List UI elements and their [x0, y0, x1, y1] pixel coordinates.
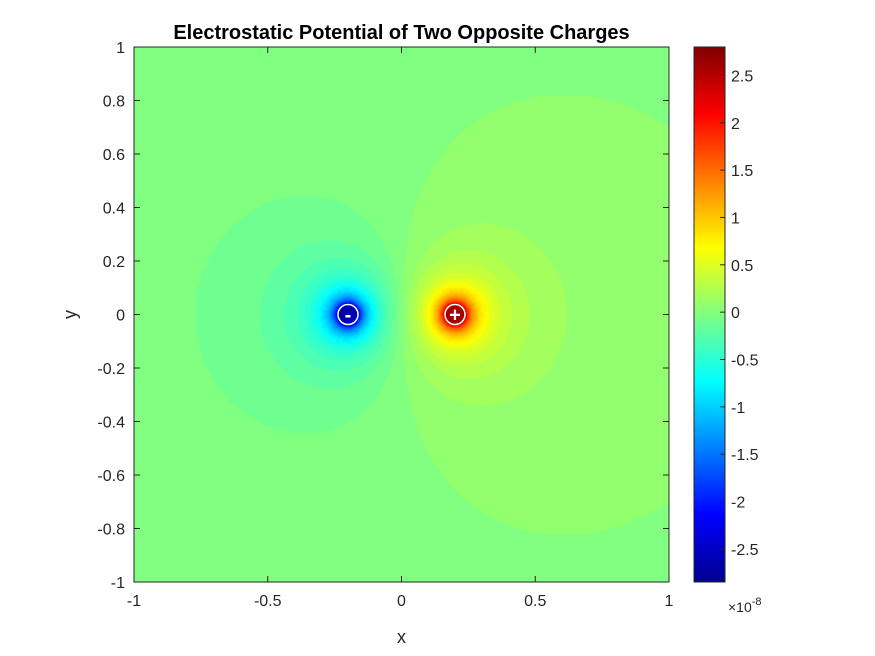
colorbar-tick-label: -1.5	[731, 447, 759, 464]
positive-charge-marker: +	[444, 303, 466, 327]
colorbar-exponent-power: -8	[752, 596, 762, 608]
colorbar: 2.5 2 1.5 1 0.5 0 -0.5 -1 -1.5 -2 -2.5 ×10-8	[693, 46, 762, 615]
x-tick-label: 0.5	[524, 593, 546, 610]
y-axis-label: y	[60, 310, 80, 319]
charge-circle	[444, 303, 466, 326]
x-tick-label: 1	[665, 593, 674, 610]
y-tick-label: -0.4	[97, 415, 125, 432]
colorbar-exponent-base: ×10	[728, 599, 752, 615]
colorbar-tick-label: -1	[731, 400, 745, 417]
colorbar-exponent: ×10-8	[728, 596, 762, 615]
colorbar-tick-label: 1	[731, 210, 740, 227]
y-tick-label: -1	[111, 575, 125, 592]
y-axis-ticks: 1 0.8 0.6 0.4 0.2 0 -0.2 -0.4 -0.6 -0.8 -1	[97, 40, 669, 592]
charge-circle	[337, 303, 359, 326]
y-tick-label: 0.2	[103, 254, 125, 271]
y-tick-label: -0.8	[97, 522, 125, 539]
colorbar-tick-label: 0	[731, 305, 740, 322]
colorbar-gradient	[693, 46, 726, 583]
plot-area: - +	[133, 46, 670, 583]
colorbar-tick-label: -2.5	[731, 542, 759, 559]
x-tick-label: -1	[127, 593, 141, 610]
x-axis-label: x	[397, 627, 406, 647]
y-tick-label: 0.8	[103, 94, 125, 111]
y-tick-label: -0.6	[97, 468, 125, 485]
colorbar-tick-label: 2	[731, 116, 740, 133]
y-tick-label: 0.6	[103, 147, 125, 164]
potential-heatmap	[134, 47, 669, 582]
x-tick-label: -0.5	[254, 593, 282, 610]
colorbar-tick-label: -0.5	[731, 352, 759, 369]
colorbar-tick-label: -2	[731, 495, 745, 512]
y-tick-label: 0	[116, 308, 125, 325]
colorbar-tick-label: 0.5	[731, 258, 753, 275]
charge-label: -	[345, 305, 352, 327]
colorbar-ticks: 2.5 2 1.5 1 0.5 0 -0.5 -1 -1.5 -2 -2.5	[720, 68, 759, 559]
colorbar-tick-label: 1.5	[731, 163, 753, 180]
negative-charge-marker: -	[337, 303, 359, 327]
y-tick-label: -0.2	[97, 361, 125, 378]
colorbar-tick-label: 2.5	[731, 68, 753, 85]
y-tick-label: 0.4	[103, 201, 125, 218]
chart-title: Electrostatic Potential of Two Opposite …	[173, 22, 629, 44]
x-axis-ticks: -1 -0.5 0 0.5 1	[127, 47, 674, 610]
charge-label: +	[449, 305, 461, 327]
y-tick-label: 1	[116, 40, 125, 57]
charge-markers: - +	[337, 303, 466, 327]
x-tick-label: 0	[397, 593, 406, 610]
